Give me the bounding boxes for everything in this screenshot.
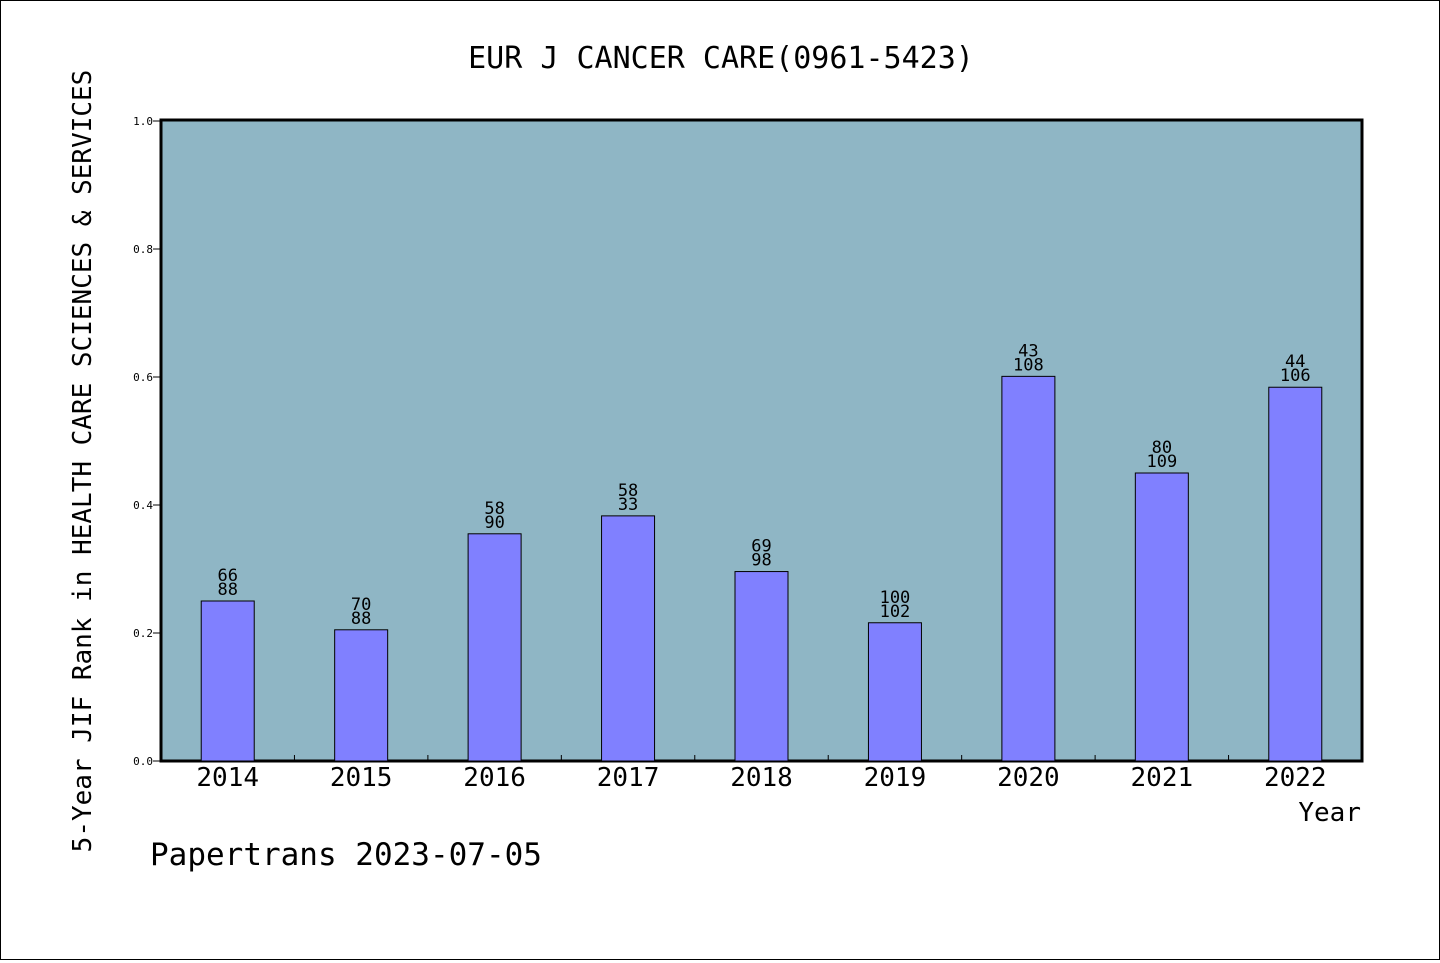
bars [200, 375, 1323, 762]
bar-label-bottom: 88 [217, 580, 237, 600]
bar-label-bottom: 90 [484, 513, 504, 533]
bar-labels: 6688708858905833699810010243108801094410… [217, 341, 1310, 628]
bar-label-top: 58 [618, 481, 638, 501]
bar [1134, 472, 1189, 762]
x-tick-label: 2016 [463, 763, 526, 793]
x-tick-label: 2022 [1264, 763, 1327, 793]
x-axis-label: Year [1298, 798, 1361, 828]
bar-label-bottom: 88 [351, 609, 371, 629]
bar-label-top: 80 [1152, 438, 1172, 458]
y-axis-label: 5-Year JIF Rank in HEALTH CARE SCIENCES … [68, 70, 98, 853]
y-tick-label: 0.4 [133, 499, 153, 512]
bar-label-top: 43 [1018, 341, 1038, 361]
bar [867, 622, 922, 762]
bar-label-bottom: 106 [1280, 366, 1311, 386]
x-tick-label: 2015 [330, 763, 393, 793]
bar-label-top: 69 [751, 537, 771, 557]
bar-label-bottom: 102 [880, 602, 911, 622]
bar-label-top: 66 [217, 566, 237, 586]
bar-label-bottom: 109 [1146, 452, 1177, 472]
bar [1268, 386, 1323, 762]
y-tick-label: 0.2 [133, 627, 153, 640]
bar-label-bottom: 98 [751, 551, 771, 571]
bar-label-top: 58 [484, 499, 504, 519]
x-tick-label: 2019 [864, 763, 927, 793]
y-tick-label: 0.0 [133, 755, 153, 768]
bar-label-top: 70 [351, 595, 371, 615]
x-tick-label: 2017 [597, 763, 660, 793]
chart-title: EUR J CANCER CARE(0961-5423) [468, 41, 974, 76]
bar [601, 515, 656, 762]
x-tick-label: 2014 [196, 763, 259, 793]
x-tick-label: 2020 [997, 763, 1060, 793]
y-tick-label: 0.8 [133, 243, 153, 256]
bar-label-bottom: 108 [1013, 355, 1044, 375]
y-tick-label: 1.0 [133, 115, 153, 128]
footer-text: Papertrans 2023-07-05 [150, 837, 542, 873]
x-tick-label: 2018 [730, 763, 793, 793]
y-tick-label: 0.6 [133, 371, 153, 384]
bar-label-bottom: 33 [618, 495, 638, 515]
bar [467, 533, 522, 762]
x-tick-label: 2021 [1131, 763, 1194, 793]
bar-label-top: 100 [880, 588, 911, 608]
bar [1001, 375, 1056, 762]
bar-label-top: 44 [1285, 352, 1305, 372]
y-axis: 0.0 0.2 0.4 0.6 0.8 1.0 [133, 115, 161, 768]
x-axis: 2014 2015 2016 2017 2018 2019 2020 2021 2022 [196, 755, 1327, 793]
bar [200, 600, 255, 762]
bar [334, 629, 389, 762]
bar [734, 571, 789, 762]
